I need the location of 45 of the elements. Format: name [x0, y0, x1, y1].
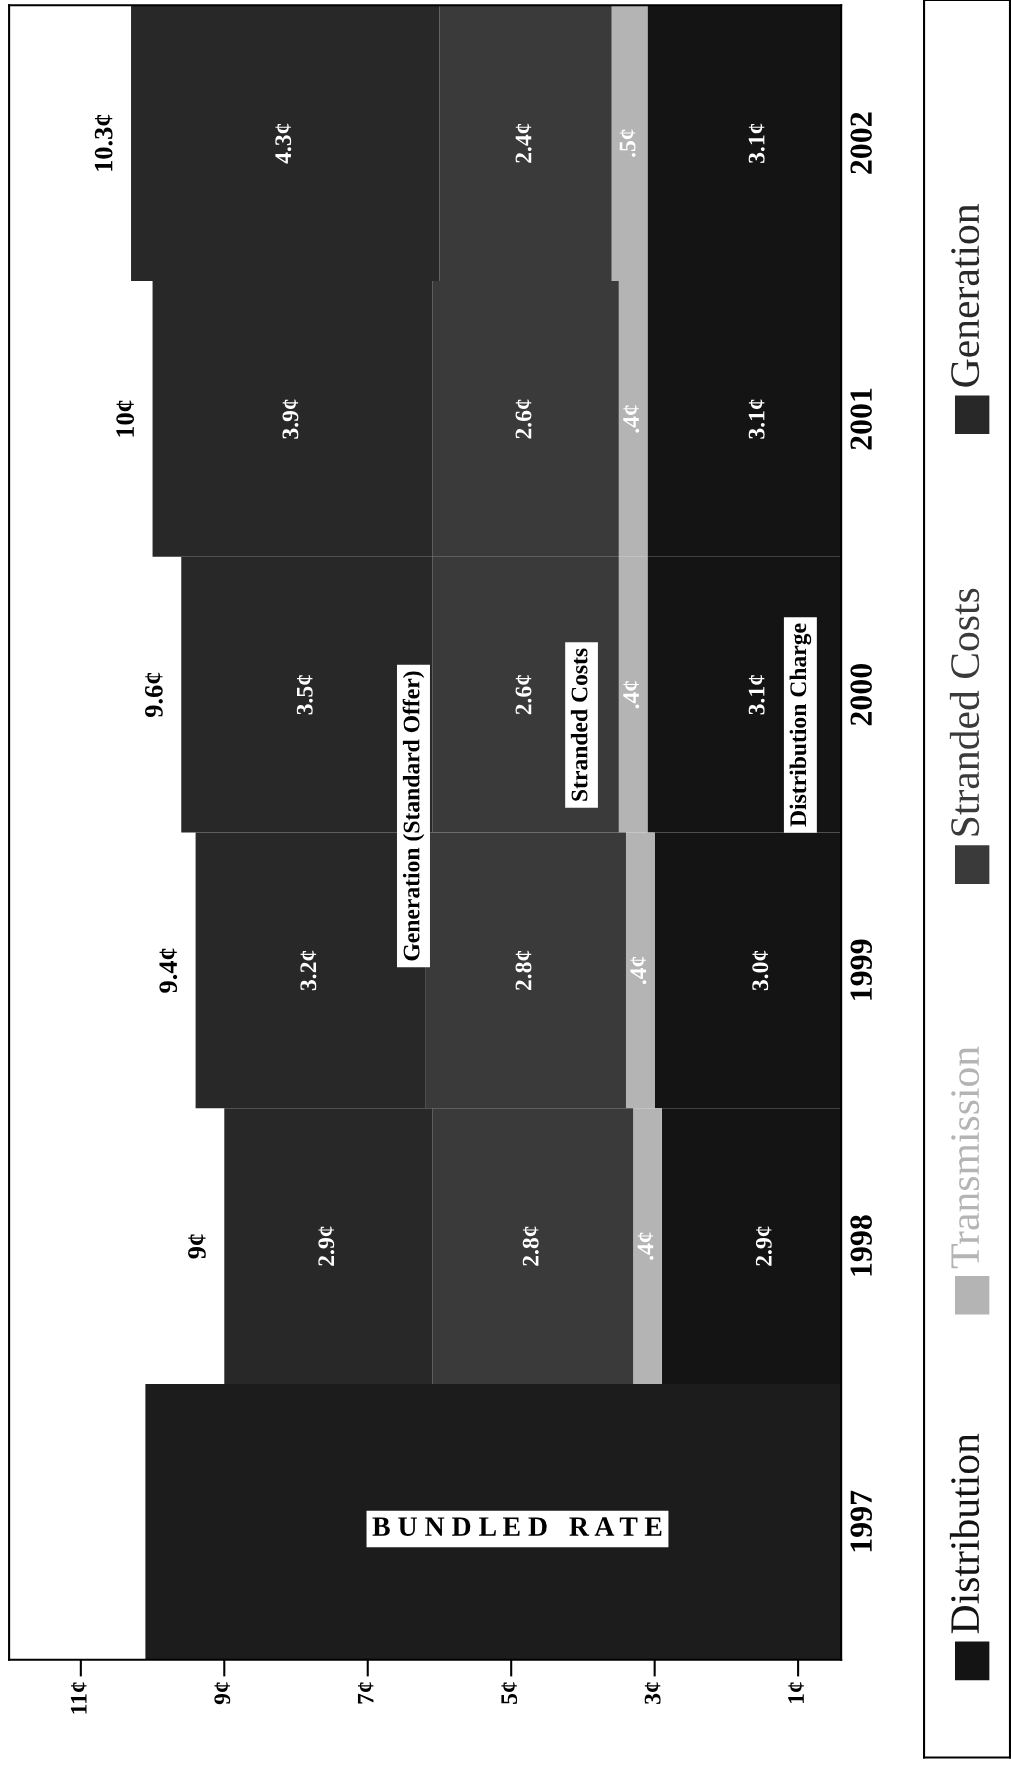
- x-tick-label: 3¢: [644, 1682, 661, 1704]
- annotation: Generation (Standard Offer): [402, 671, 425, 961]
- data-label: 3.2¢: [300, 950, 317, 991]
- annotation: Stranded Costs: [570, 648, 588, 801]
- total-label: 9.4¢: [159, 948, 178, 993]
- text: Stranded Costs: [949, 588, 980, 836]
- data-label: 2.9¢: [755, 1226, 772, 1266]
- total-label: 10.3¢: [94, 114, 113, 171]
- x-tick-label: 5¢: [501, 1682, 518, 1704]
- data-label: 2.8¢: [522, 1226, 539, 1266]
- data-label: 3.1¢: [748, 399, 765, 439]
- data-label: .4¢: [637, 1232, 654, 1260]
- data-label: .4¢: [623, 405, 640, 433]
- text: Distribution: [949, 1433, 980, 1634]
- data-label: 3.9¢: [282, 399, 299, 439]
- x-tick-label: 1¢: [788, 1682, 804, 1703]
- total-label: 9.6¢: [145, 672, 163, 718]
- y-tick-label: 2002: [850, 112, 872, 174]
- data-label: 2.6¢: [515, 399, 532, 439]
- total-label: 10¢: [116, 400, 135, 437]
- annotation: Distribution Charge: [789, 623, 812, 827]
- data-label: 2.8¢: [515, 950, 532, 991]
- y-tick-label: 1998: [850, 1215, 872, 1276]
- data-label: 3.0¢: [752, 950, 769, 991]
- data-label: .4¢: [630, 956, 647, 985]
- data-label: 3.5¢: [296, 675, 313, 715]
- x-tick-label: 11¢: [70, 1682, 87, 1714]
- x-tick-label: 9¢: [214, 1682, 231, 1705]
- y-tick-label: 2000: [850, 663, 872, 726]
- data-label: 2.9¢: [318, 1226, 335, 1266]
- text: Transmission: [951, 1046, 980, 1269]
- text: Generation: [951, 203, 980, 387]
- annotation: B U N D L E D R A T E: [372, 1517, 662, 1536]
- data-label: 4.3¢: [275, 123, 292, 164]
- data-label: .4¢: [623, 681, 640, 709]
- total-label: 9¢: [188, 1234, 206, 1259]
- y-tick-label: 2001: [850, 388, 872, 450]
- data-label: 2.6¢: [515, 675, 532, 715]
- y-tick-label: 1997: [850, 1490, 872, 1552]
- data-label: 2.4¢: [515, 123, 532, 163]
- x-tick-label: 7¢: [357, 1682, 374, 1704]
- data-label: 3.1¢: [748, 675, 765, 715]
- data-label: 3.1¢: [748, 123, 765, 163]
- y-tick-label: 1999: [850, 939, 872, 1000]
- data-label: .5¢: [619, 129, 636, 157]
